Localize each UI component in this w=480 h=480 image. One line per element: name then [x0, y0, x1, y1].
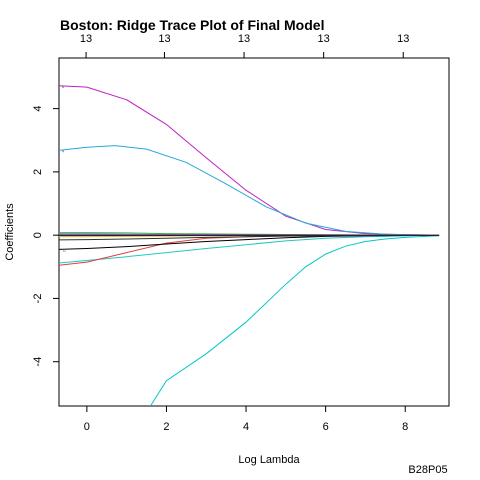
y-tick-label: 2 [32, 169, 44, 175]
chart-title: Boston: Ridge Trace Plot of Final Model [60, 17, 324, 33]
coefficient-curve [150, 235, 440, 406]
y-axis-title: Coefficients [4, 203, 16, 261]
y-tick-label: 0 [32, 232, 44, 238]
curve-label: 6 [62, 84, 65, 89]
corner-code: B28P05 [408, 464, 447, 476]
x-axis: 0 2 4 6 8 [84, 406, 408, 433]
y-tick-label: -4 [32, 357, 44, 367]
coefficient-curve [59, 234, 440, 250]
top-tick-label: 13 [158, 33, 170, 45]
y-axis: -4 -2 0 2 4 [32, 106, 59, 367]
top-tick-label: 13 [397, 33, 409, 45]
plot-box [58, 57, 450, 407]
curve-labels: 6 4 11 [62, 84, 67, 253]
coefficient-curves [59, 85, 440, 406]
x-tick-label: 4 [243, 421, 249, 433]
x-tick-label: 0 [84, 421, 90, 433]
top-axis: 13 13 13 13 13 [80, 33, 409, 58]
curve-label: 11 [62, 247, 67, 252]
coefficient-curve [59, 145, 440, 236]
coefficient-curve [59, 85, 440, 236]
top-tick-label: 13 [318, 33, 330, 45]
top-tick-label: 13 [80, 33, 92, 45]
top-tick-label: 13 [238, 33, 250, 45]
curve-label: 4 [62, 148, 65, 153]
x-tick-label: 8 [402, 421, 408, 433]
coefficient-curve [59, 234, 440, 264]
y-tick-label: -2 [32, 294, 44, 304]
x-axis-title: Log Lambda [238, 454, 300, 466]
y-tick-label: 4 [32, 106, 44, 112]
x-tick-label: 2 [163, 421, 169, 433]
x-tick-label: 6 [323, 421, 329, 433]
coefficient-curve [59, 234, 440, 241]
